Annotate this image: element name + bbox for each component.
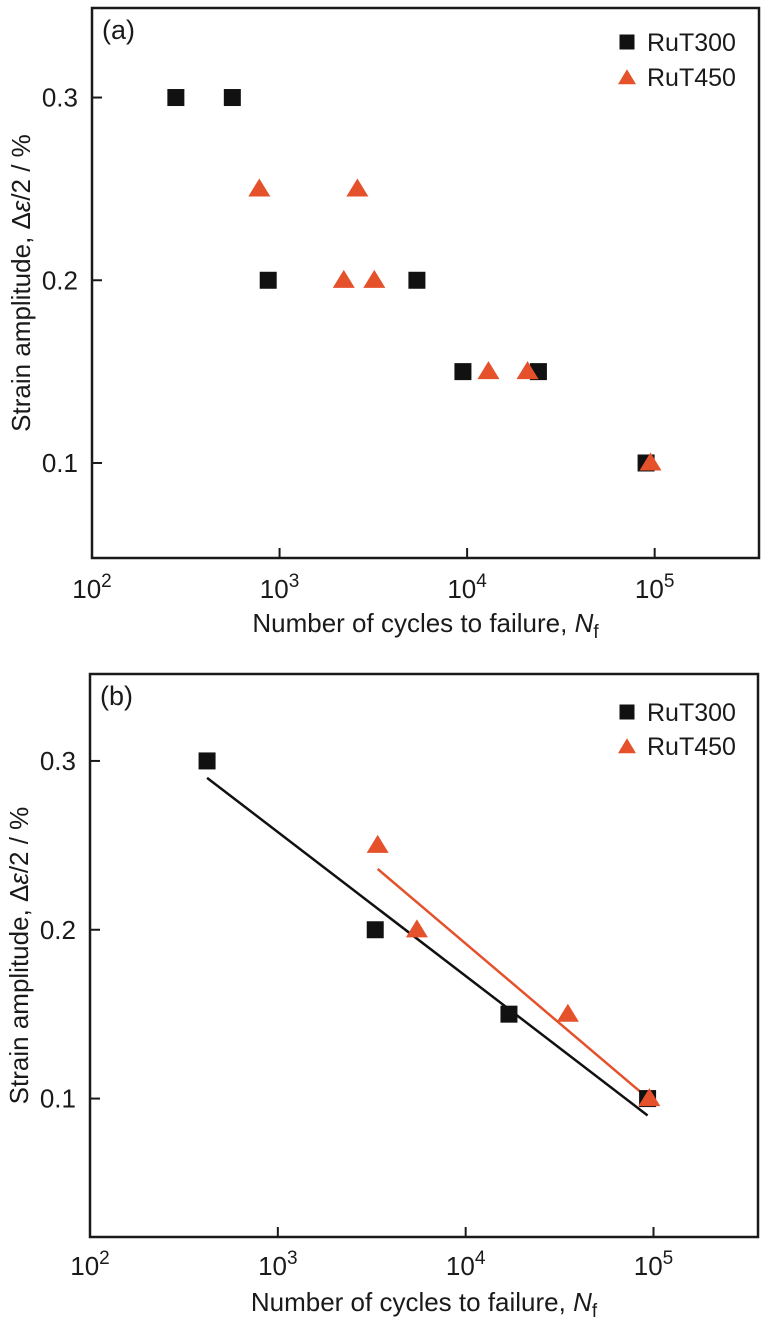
data-point-rut450 (363, 269, 386, 288)
legend-label-rut450: RuT450 (647, 733, 736, 761)
data-point-rut300 (167, 89, 185, 107)
x-tick-label: 105 (635, 571, 675, 604)
data-point-rut450 (248, 178, 271, 197)
data-point-rut450 (556, 1003, 579, 1022)
legend-label-rut300: RuT300 (647, 29, 736, 57)
x-tick-label: 103 (258, 1248, 298, 1281)
y-tick-label: 0.3 (40, 746, 76, 776)
plot-frame (88, 672, 760, 1239)
legend-marker-rut450-icon (618, 69, 636, 85)
data-point-rut450 (332, 269, 355, 288)
panel-label: (a) (102, 15, 135, 45)
x-tick-label: 103 (260, 571, 300, 604)
data-point-rut450 (405, 919, 428, 938)
y-axis-title: Strain amplitude, Δε/2 / % (4, 807, 34, 1105)
legend-label-rut450: RuT450 (647, 64, 736, 92)
data-point-rut300 (454, 363, 472, 381)
chart-panel-b: 102 103 104 105 0.1 0.2 0.3 Number of cycles to… (4, 672, 760, 1322)
data-point-rut450 (639, 452, 662, 471)
data-point-rut450 (477, 361, 500, 380)
y-tick-label: 0.2 (40, 915, 76, 945)
plot-frame (90, 6, 761, 560)
data-point-rut300 (259, 271, 277, 289)
x-tick-label: 102 (70, 1248, 110, 1281)
data-point-rut300 (500, 1005, 518, 1023)
data-point-rut300 (198, 752, 216, 770)
y-tick-label: 0.2 (42, 265, 78, 295)
data-point-rut450 (366, 834, 389, 853)
legend-marker-rut450-icon (618, 738, 636, 754)
y-tick-label: 0.3 (42, 83, 78, 113)
x-tick-label: 102 (72, 571, 112, 604)
data-point-rut300 (366, 921, 384, 939)
panel-label: (b) (100, 681, 133, 711)
legend-marker-rut300-icon (619, 34, 635, 50)
y-axis-title: Strain amplitude, Δε/2 / % (6, 134, 36, 432)
data-point-rut450 (516, 361, 539, 380)
legend-label-rut300: RuT300 (647, 699, 736, 727)
chart-panel-a: 102 103 104 105 0.1 0.2 0.3 Number of cycles to… (6, 6, 761, 643)
x-tick-label: 105 (634, 1248, 674, 1281)
data-point-rut450 (638, 1088, 661, 1107)
x-tick-label: 104 (447, 571, 487, 604)
x-tick-label: 104 (446, 1248, 486, 1281)
y-tick-label: 0.1 (40, 1084, 76, 1114)
data-point-rut300 (223, 89, 241, 107)
x-axis-title: Number of cycles to failure, Nf (251, 1287, 598, 1322)
fit-line-rut450 (376, 868, 651, 1101)
data-point-rut450 (346, 178, 369, 197)
fit-line-rut300 (206, 776, 649, 1117)
data-point-rut300 (408, 271, 426, 289)
y-tick-label: 0.1 (42, 448, 78, 478)
x-axis-title: Number of cycles to failure, Nf (252, 608, 599, 643)
legend-marker-rut300-icon (619, 704, 635, 720)
